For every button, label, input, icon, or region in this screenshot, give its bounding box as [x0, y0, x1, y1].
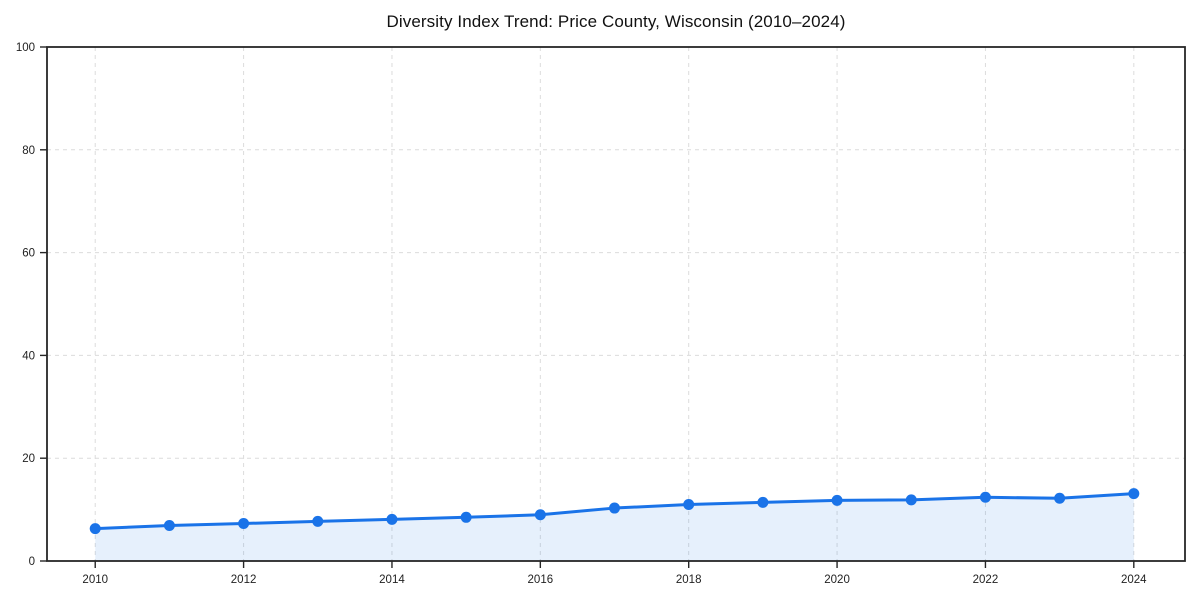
x-tick-label: 2014 — [379, 574, 405, 586]
series-area-fill — [95, 493, 1134, 561]
x-tick-label: 2016 — [528, 574, 554, 586]
data-point-marker — [312, 515, 324, 527]
y-tick-label: 100 — [16, 42, 35, 54]
y-tick-label: 40 — [22, 350, 35, 362]
data-point-marker — [1128, 488, 1140, 500]
data-point-marker — [905, 494, 917, 506]
data-point-marker — [460, 511, 472, 523]
x-tick-label: 2020 — [824, 574, 850, 586]
y-tick-label: 60 — [22, 248, 35, 260]
y-tick-label: 0 — [29, 556, 35, 568]
data-point-marker — [238, 517, 250, 529]
x-tick-label: 2018 — [676, 574, 702, 586]
data-point-marker — [163, 520, 175, 532]
y-tick-label: 80 — [22, 145, 35, 157]
data-point-marker — [609, 502, 621, 514]
x-tick-label: 2012 — [231, 574, 257, 586]
y-tick-label: 20 — [22, 453, 35, 465]
data-point-marker — [757, 496, 769, 508]
x-tick-label: 2010 — [82, 574, 108, 586]
chart-title: Diversity Index Trend: Price County, Wis… — [386, 12, 846, 31]
data-point-marker — [831, 494, 843, 506]
plot-frame — [46, 46, 1186, 562]
data-point-marker — [386, 513, 398, 525]
data-point-marker — [534, 509, 546, 521]
data-point-marker — [1054, 492, 1066, 504]
data-point-marker — [979, 491, 991, 503]
x-tick-label: 2022 — [973, 574, 999, 586]
data-point-marker — [683, 498, 695, 510]
x-tick-label: 2024 — [1121, 574, 1147, 586]
data-point-marker — [89, 523, 101, 535]
